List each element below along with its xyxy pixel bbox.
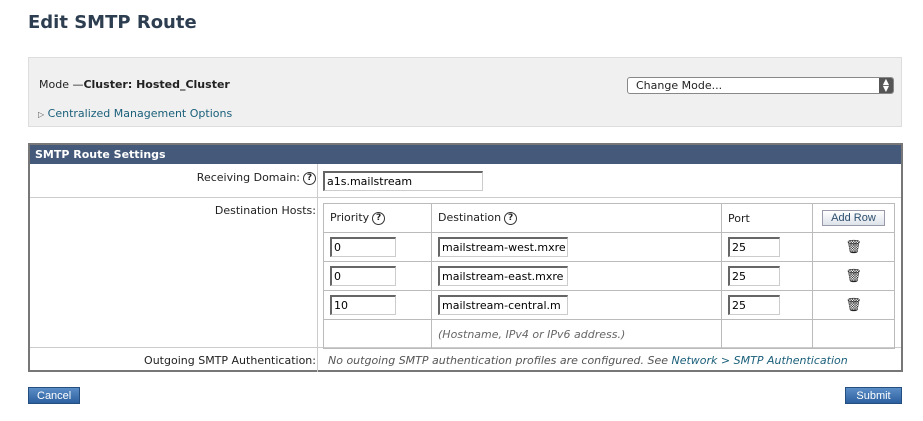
outgoing-auth-text: No outgoing SMTP authentication profiles… — [328, 354, 668, 367]
help-icon[interactable]: ? — [504, 211, 518, 225]
trash-icon[interactable]: 🗑 — [812, 261, 895, 291]
triangle-right-icon: ▷ — [38, 110, 45, 119]
destination-hosts-table: Priority? Destination? Port Add Row 🗑 🗑 … — [323, 203, 895, 349]
port-header: Port — [721, 203, 813, 233]
table-header-row: Priority? Destination? Port Add Row — [323, 203, 895, 233]
cancel-button[interactable]: Cancel — [28, 387, 80, 404]
submit-button[interactable]: Submit — [845, 387, 902, 404]
mode-value: Cluster: Hosted_Cluster — [83, 78, 230, 91]
priority-header: Priority — [330, 211, 370, 225]
help-icon[interactable]: ? — [303, 171, 316, 185]
destination-hint: (Hostname, IPv4 or IPv6 address.) — [431, 319, 722, 349]
destination-header: Destination — [438, 211, 502, 225]
destination-hosts-row: Destination Hosts: — [30, 197, 901, 347]
destination-input[interactable] — [438, 295, 568, 315]
help-icon[interactable]: ? — [372, 211, 386, 225]
trash-icon[interactable]: 🗑 — [812, 232, 895, 262]
receiving-domain-row: Receiving Domain:? — [30, 164, 901, 197]
destination-input[interactable] — [438, 237, 568, 257]
table-row: 🗑 — [323, 261, 895, 291]
receiving-domain-input[interactable] — [323, 171, 483, 191]
priority-input[interactable] — [330, 295, 396, 315]
port-input[interactable] — [728, 237, 780, 257]
change-mode-value: Change Mode... — [636, 79, 723, 92]
section-header: SMTP Route Settings — [30, 145, 901, 164]
centralized-options-toggle[interactable]: ▷ Centralized Management Options — [38, 107, 232, 120]
port-input[interactable] — [728, 266, 780, 286]
outgoing-auth-label: Outgoing SMTP Authentication: — [144, 354, 316, 367]
smtp-authentication-link[interactable]: Network > SMTP Authentication — [671, 354, 848, 367]
centralized-options-link[interactable]: Centralized Management Options — [47, 107, 233, 120]
page-title: Edit SMTP Route — [28, 12, 197, 33]
outgoing-auth-row: Outgoing SMTP Authentication: No outgoin… — [30, 347, 901, 372]
mode-label: Mode — — [39, 78, 84, 91]
priority-input[interactable] — [330, 237, 396, 257]
table-row: 🗑 — [323, 290, 895, 320]
receiving-domain-label: Receiving Domain: — [196, 171, 300, 184]
select-arrows-icon: ▲ ▼ — [879, 78, 893, 93]
change-mode-select[interactable]: Change Mode... ▲ ▼ — [627, 77, 894, 94]
add-row-button[interactable]: Add Row — [822, 210, 885, 226]
destination-input[interactable] — [438, 266, 568, 286]
destination-hosts-label: Destination Hosts: — [214, 204, 316, 217]
trash-icon[interactable]: 🗑 — [812, 290, 895, 320]
priority-input[interactable] — [330, 266, 396, 286]
port-input[interactable] — [728, 295, 780, 315]
smtp-route-settings-panel: SMTP Route Settings Receiving Domain:? D… — [28, 143, 903, 372]
table-row: 🗑 — [323, 232, 895, 262]
hint-row: (Hostname, IPv4 or IPv6 address.) — [323, 319, 895, 349]
